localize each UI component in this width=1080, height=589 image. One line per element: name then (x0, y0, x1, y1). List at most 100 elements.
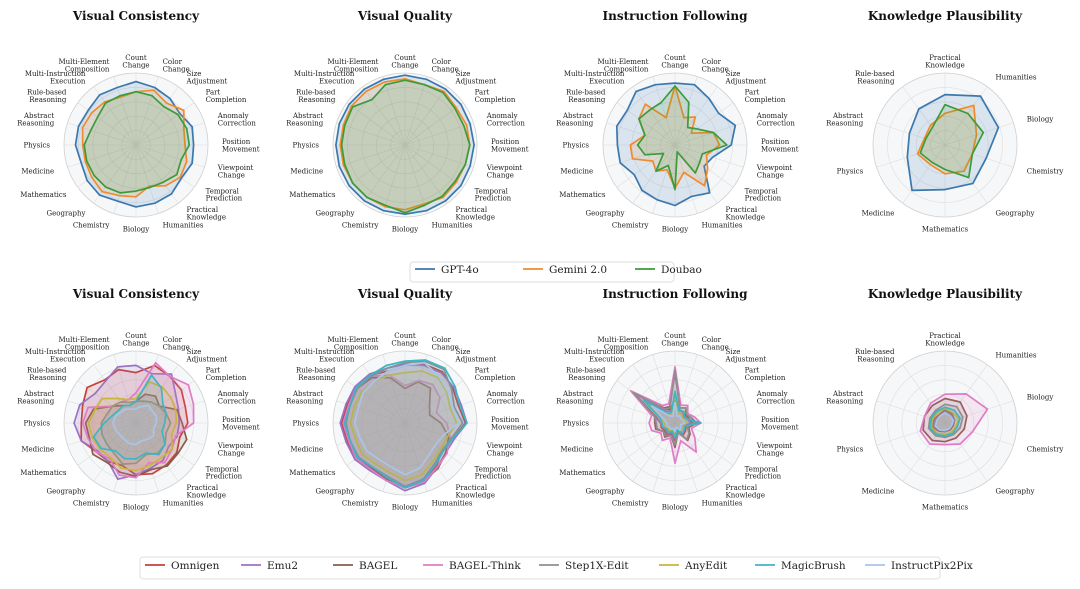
legend-entry-label: Step1X-Edit (565, 560, 629, 572)
axis-label: Geography (586, 209, 625, 217)
axis-label: Viewpoint Change (486, 164, 523, 179)
series-polygon-instructpix2pix (353, 361, 460, 476)
axis-label: Humanities (702, 221, 743, 229)
axis-label: Multi-Element Composition (597, 58, 648, 73)
radar-spoke (382, 144, 406, 214)
axis-label: Humanities (432, 221, 473, 229)
axis-label: Geography (996, 487, 1035, 495)
axis-label: Rule-based Reasoning (296, 89, 336, 104)
axis-label: Rule-based Reasoning (566, 89, 606, 104)
axis-label: Physics (292, 142, 319, 150)
radar-spoke (674, 144, 698, 214)
series-polygon-anyedit (87, 381, 178, 472)
axis-label: Rule-based Reasoning (27, 89, 67, 104)
axis-label: Rule-based Reasoning (855, 70, 895, 85)
axis-label: Physics (562, 142, 589, 150)
radar-spoke (674, 102, 734, 146)
axis-label: Rule-based Reasoning (566, 367, 606, 382)
axis-label: Chemistry (1027, 445, 1064, 453)
axis-label: Position Movement (222, 416, 260, 431)
axis-label: Rule-based Reasoning (296, 367, 336, 382)
radar-spoke (135, 422, 205, 446)
axis-label: Part Completion (745, 89, 786, 104)
legend-box (409, 261, 675, 283)
axis-label: Count Change (661, 54, 688, 69)
axis-label: Practical Knowledge (925, 332, 964, 347)
axis-label: Mathematics (559, 191, 606, 199)
series-polygon-doubao (919, 103, 985, 179)
axis-label: Medicine (290, 445, 323, 453)
axis-label: Biology (123, 504, 150, 512)
radar-spoke (404, 144, 464, 188)
series-polygon-step1x-edit (100, 400, 172, 465)
axis-label: Geography (316, 487, 355, 495)
axis-label: Humanities (996, 74, 1037, 82)
axis-label: Physics (23, 142, 50, 150)
legend-entry-label: MagicBrush (781, 560, 846, 572)
axis-label: Color Change (163, 336, 190, 351)
axis-label: Temporal Prediction (206, 465, 243, 480)
series-polygon-gemini-2-0 (339, 77, 471, 211)
axis-label: Abstract Reasoning (17, 390, 55, 405)
axis-label: Physics (23, 420, 50, 428)
axis-label: Medicine (21, 445, 54, 453)
axis-label: Size Adjustment (455, 70, 497, 85)
axis-label: Biology (392, 226, 419, 234)
axis-label: Color Change (163, 58, 190, 73)
radar-spoke (902, 86, 946, 146)
radar-spoke (674, 144, 744, 168)
radar-spoke (113, 422, 137, 492)
radar-spoke (336, 144, 406, 168)
axis-label: Size Adjustment (455, 348, 497, 363)
axis-label: Part Completion (745, 367, 786, 382)
axis-label: Biology (123, 226, 150, 234)
axis-label: Humanities (432, 499, 473, 507)
axis-label: Position Movement (222, 138, 260, 153)
chart-title: Instruction Following (603, 9, 749, 23)
axis-label: Anomaly Correction (756, 390, 796, 405)
axis-label: Medicine (862, 209, 895, 217)
radar-spoke (113, 144, 137, 214)
radar-spoke (606, 122, 676, 146)
chart-title: Visual Quality (357, 287, 453, 301)
series-polygon-bagel-think (919, 393, 989, 446)
axis-label: Mathematics (289, 191, 336, 199)
axis-label: Medicine (560, 167, 593, 175)
radar-spoke (632, 86, 676, 146)
axis-label: Anomaly Correction (486, 112, 526, 127)
radar-spoke (135, 380, 195, 424)
radar-spoke (404, 86, 448, 146)
radar-spoke (135, 86, 179, 146)
axis-label: Geography (47, 487, 86, 495)
radar-spoke (135, 144, 195, 188)
axis-label: Color Change (702, 336, 729, 351)
radar-spoke (362, 86, 406, 146)
axis-label: Viewpoint Change (217, 164, 254, 179)
radar-spoke (606, 144, 676, 168)
series-polygon-doubao (83, 90, 191, 194)
legend-box (139, 556, 941, 580)
radar-spoke (404, 144, 428, 214)
radar-spoke (652, 76, 676, 146)
axis-label: Rule-based Reasoning (855, 348, 895, 363)
series-polygon-instructpix2pix (112, 404, 158, 446)
axis-label: Chemistry (1027, 167, 1064, 175)
axis-label: Chemistry (342, 221, 379, 229)
series-polygon-step1x-edit (632, 368, 695, 446)
radar-spoke (944, 144, 988, 204)
chart-title: Knowledge Plausibility (868, 287, 1023, 301)
axis-label: Anomaly Correction (217, 390, 257, 405)
axis-label: Medicine (290, 167, 323, 175)
radar-spoke (135, 122, 205, 146)
axis-label: Abstract Reasoning (556, 390, 594, 405)
axis-label: Medicine (862, 487, 895, 495)
axis-label: Part Completion (206, 89, 247, 104)
axis-label: Position Movement (491, 138, 529, 153)
axis-label: Practical Knowledge (726, 484, 765, 499)
axis-label: Biology (392, 504, 419, 512)
radar-spoke (674, 76, 698, 146)
